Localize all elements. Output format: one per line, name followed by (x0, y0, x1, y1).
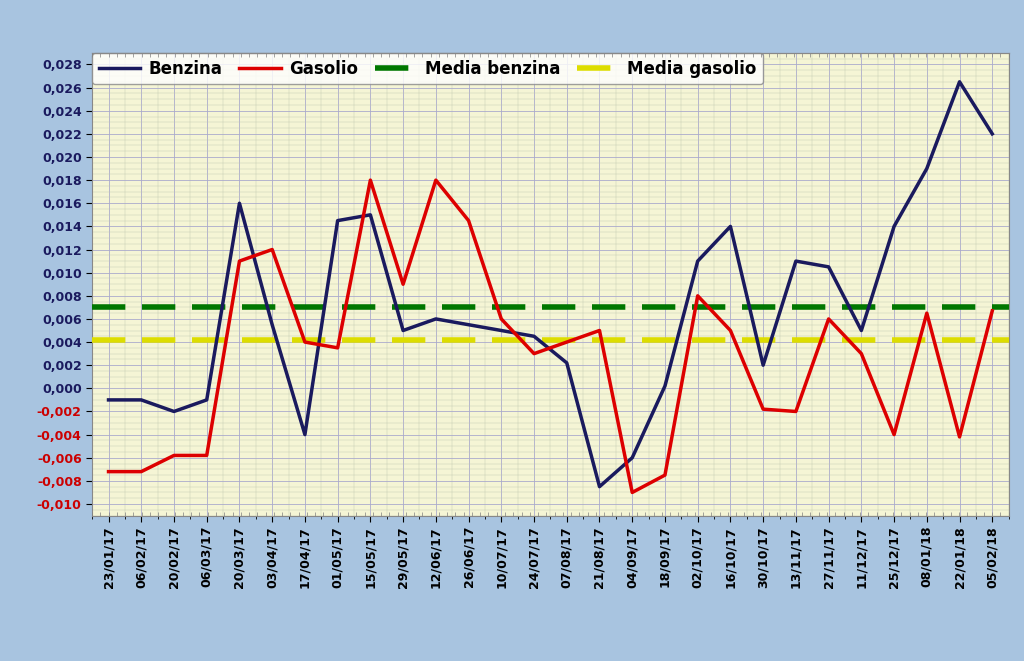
Legend: Benzina, Gasolio, Media benzina, Media gasolio: Benzina, Gasolio, Media benzina, Media g… (92, 53, 763, 84)
